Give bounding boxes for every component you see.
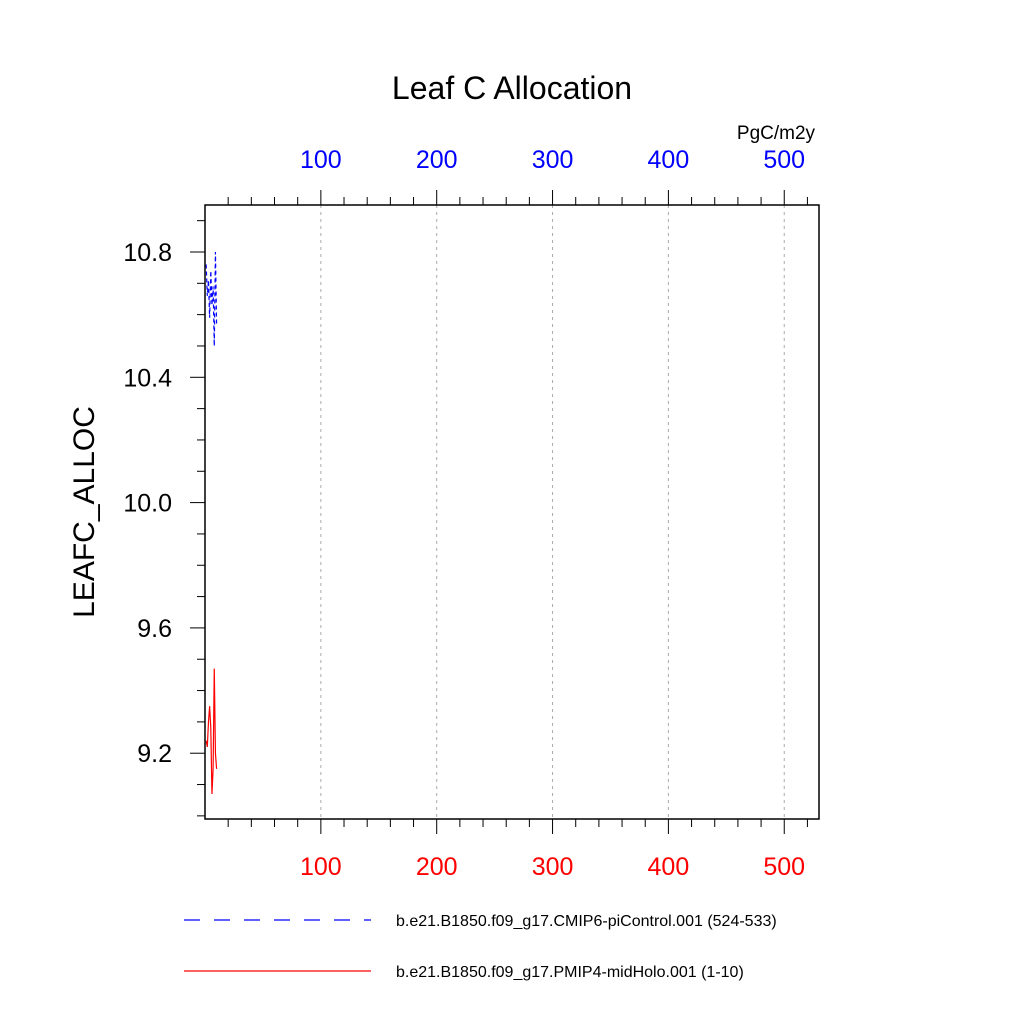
top-axis-units: PgC/m2y [737, 123, 816, 144]
legend: b.e21.B1850.f09_g17.CMIP6-piControl.001 … [184, 913, 777, 981]
bottom-x-tick-label: 100 [300, 853, 342, 881]
y-tick-label: 10.8 [123, 239, 172, 267]
series-line-2 [205, 668, 218, 794]
y-tick-label: 9.6 [137, 615, 172, 643]
tick-labels: 100 100 200 200 300 300 400 400 500 500 9.2 9.6 10.0… [123, 146, 805, 881]
top-x-tick-label: 300 [532, 146, 574, 174]
top-x-tick-label: 100 [300, 146, 342, 174]
grid-lines [320, 205, 785, 819]
series-line-1 [205, 251, 218, 346]
bottom-x-tick-label: 200 [416, 853, 458, 881]
chart-title: Leaf C Allocation [392, 70, 632, 106]
y-axis-label: LEAFC_ALLOC [68, 406, 101, 618]
top-x-tick-label: 500 [763, 146, 805, 174]
bottom-x-tick-label: 500 [763, 853, 805, 881]
legend-label-2: b.e21.B1850.f09_g17.PMIP4-midHolo.001 (1… [396, 964, 744, 981]
y-tick-label: 10.4 [123, 364, 172, 392]
legend-label-1: b.e21.B1850.f09_g17.CMIP6-piControl.001 … [396, 913, 777, 930]
axis-ticks [190, 190, 808, 834]
bottom-x-tick-label: 300 [532, 853, 574, 881]
plot-frame [204, 204, 820, 820]
series-lines [205, 251, 218, 794]
bottom-x-tick-label: 400 [648, 853, 690, 881]
y-tick-label: 10.0 [123, 490, 172, 518]
y-tick-label: 9.2 [137, 740, 172, 768]
top-x-tick-label: 200 [416, 146, 458, 174]
top-x-tick-label: 400 [648, 146, 690, 174]
